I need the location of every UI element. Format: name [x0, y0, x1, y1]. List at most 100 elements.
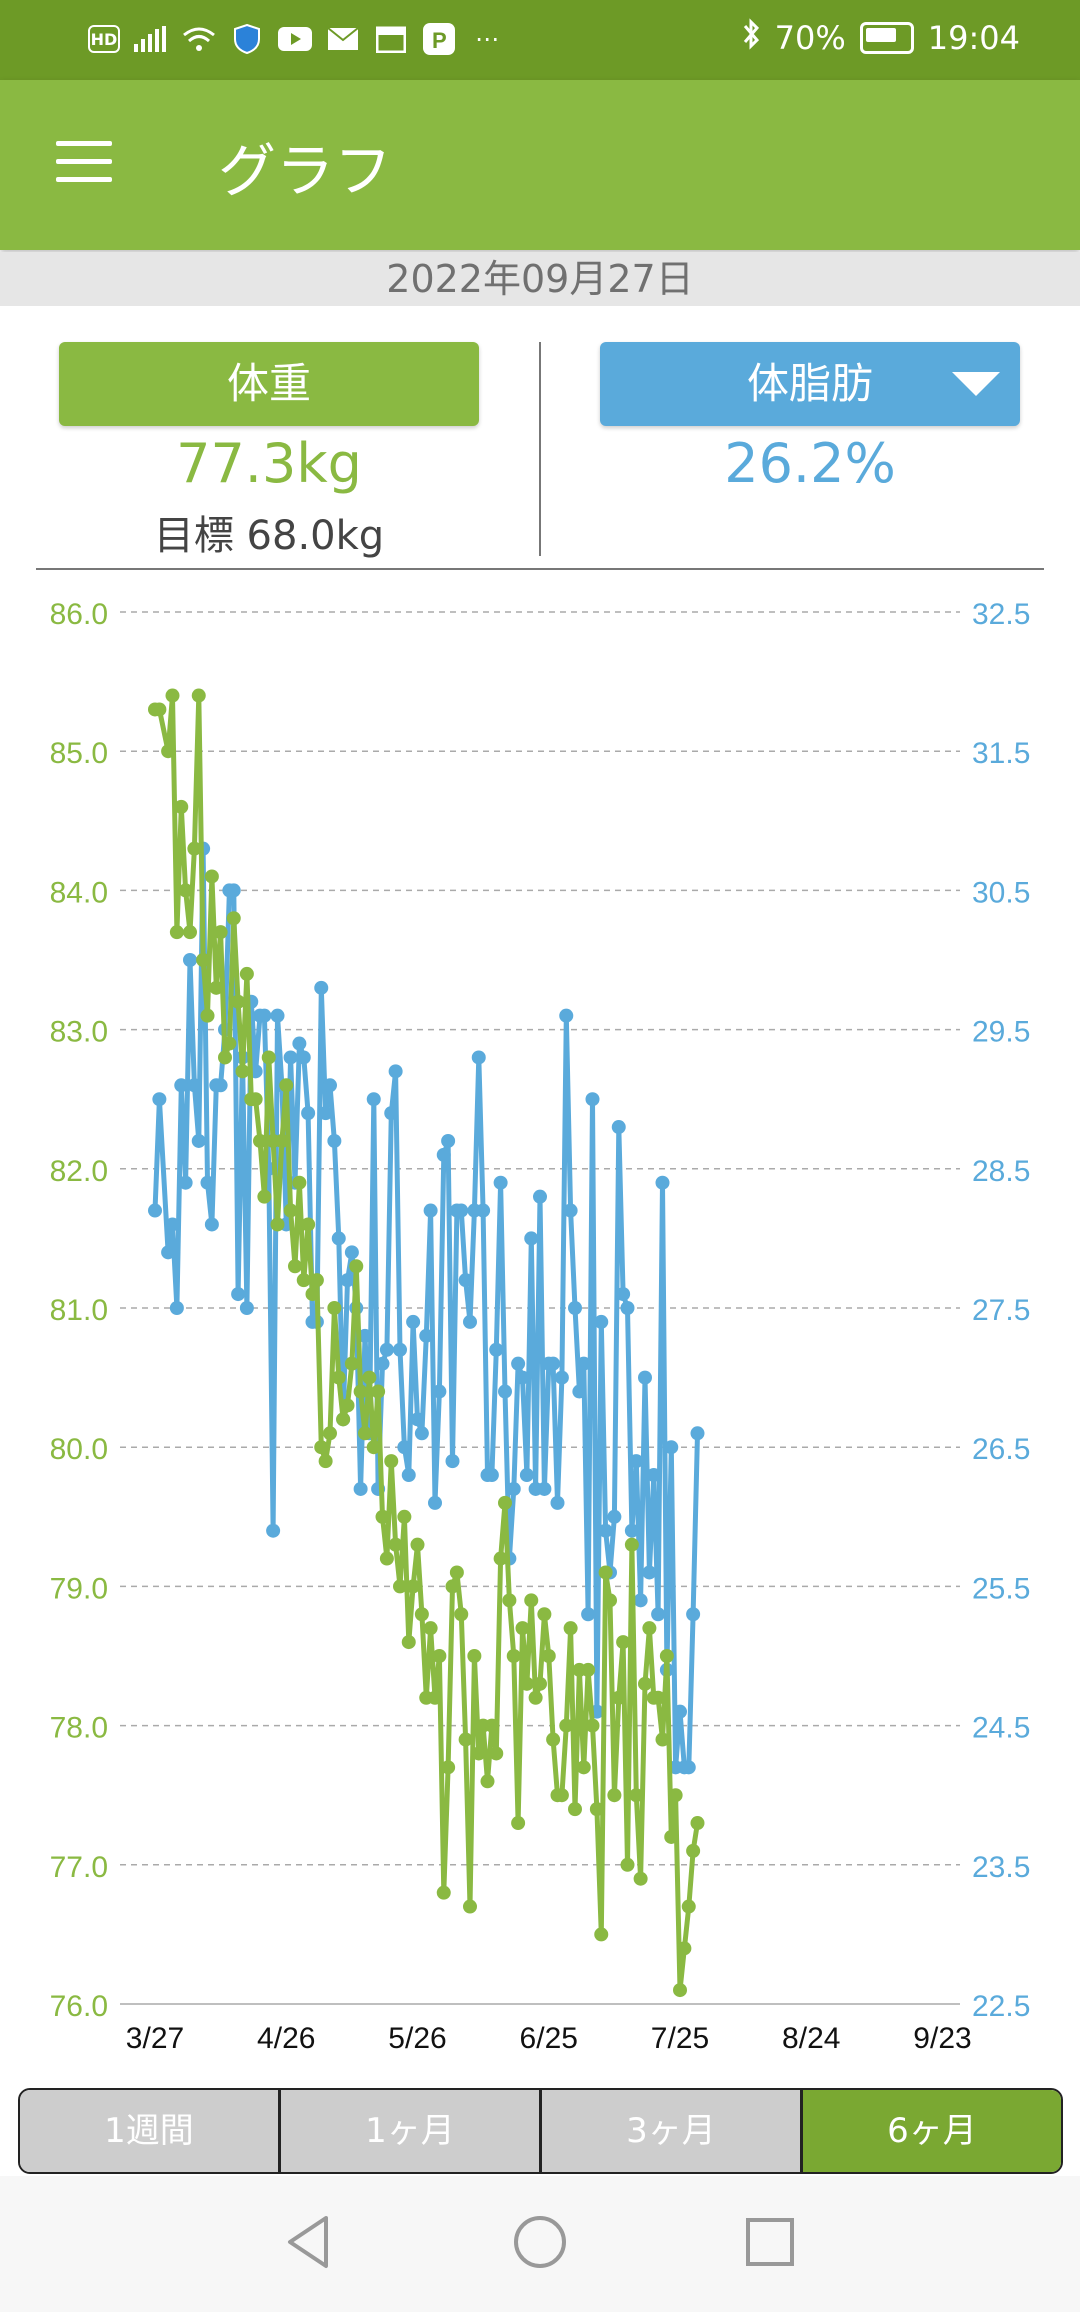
data-point [690, 1426, 705, 1441]
data-point [638, 1676, 652, 1691]
data-point [642, 1621, 657, 1636]
data-point [476, 1203, 491, 1218]
data-point [165, 1217, 180, 1232]
data-point [616, 1635, 631, 1650]
data-point [506, 1481, 521, 1496]
data-point [506, 1649, 521, 1663]
data-point [283, 1203, 298, 1218]
data-point [292, 1036, 307, 1051]
data-point [388, 1064, 403, 1079]
data-point [563, 1621, 578, 1636]
data-point [436, 1885, 451, 1900]
data-point [375, 1509, 390, 1524]
data-point [414, 1426, 429, 1441]
data-point [554, 1788, 569, 1803]
data-point [585, 1092, 600, 1107]
app-bar: グラフ [0, 80, 1080, 250]
data-point [218, 1050, 232, 1065]
data-point [646, 1468, 661, 1483]
data-point [200, 1175, 215, 1190]
data-point [379, 1551, 394, 1566]
data-point [585, 1718, 600, 1733]
data-point [673, 1983, 687, 1998]
data-point [191, 688, 206, 703]
tab-3-months[interactable]: 3ヶ月 [542, 2090, 803, 2172]
data-point [371, 1384, 386, 1399]
data-point [296, 1050, 311, 1065]
horizontal-divider [36, 568, 1044, 570]
data-point [441, 1760, 456, 1775]
weight-button[interactable]: 体重 [59, 342, 479, 426]
y-left-tick-label: 86.0 [50, 598, 108, 631]
data-point [655, 1732, 670, 1747]
recents-icon[interactable] [740, 2212, 800, 2272]
battery-icon [859, 22, 914, 54]
data-point [344, 1245, 359, 1260]
data-point [651, 1690, 666, 1705]
navigation-bar [0, 2176, 1080, 2312]
data-point [174, 799, 189, 814]
data-point [511, 1816, 526, 1831]
data-point [493, 1551, 508, 1566]
data-point [379, 1342, 394, 1357]
mail-icon [326, 22, 360, 56]
data-point [489, 1746, 504, 1761]
more-notifications-icon: ⋯ [475, 25, 499, 53]
data-point [559, 1718, 574, 1733]
date-label: 2022年09月27日 [0, 252, 1080, 306]
body-fat-dropdown[interactable]: 体脂肪 [600, 342, 1020, 426]
data-point [323, 1426, 337, 1441]
data-point [541, 1649, 556, 1663]
y-left-tick-label: 79.0 [50, 1572, 108, 1605]
data-point [659, 1649, 674, 1663]
home-icon[interactable] [510, 2212, 570, 2272]
data-point [484, 1718, 499, 1733]
data-point [423, 1621, 438, 1636]
data-point [213, 925, 228, 940]
data-point [436, 1147, 451, 1162]
data-point [161, 744, 176, 759]
data-point [454, 1607, 469, 1622]
data-point [589, 1802, 604, 1817]
weight-fat-chart: 86.0 32.5 85.0 31.5 84.0 30.5 83.0 29.5 82.0 28.5… [50, 598, 1031, 2055]
data-point [454, 1203, 469, 1218]
status-icons-right: 70% 19:04 [741, 18, 1020, 58]
data-point [384, 1454, 399, 1469]
y-left-tick-label: 80.0 [50, 1433, 108, 1466]
data-point [161, 1245, 176, 1260]
clock: 19:04 [927, 19, 1020, 57]
tab-1-week[interactable]: 1週間 [20, 2090, 281, 2172]
tab-1-month[interactable]: 1ヶ月 [281, 2090, 542, 2172]
data-point [406, 1579, 421, 1594]
data-point [620, 1857, 635, 1872]
back-icon[interactable] [280, 2212, 340, 2272]
data-point [318, 1106, 333, 1121]
tab-6-months[interactable]: 6ヶ月 [803, 2090, 1061, 2172]
y-left-tick-label: 77.0 [50, 1851, 108, 1884]
data-point [576, 1356, 591, 1371]
y-right-tick-label: 22.5 [972, 1990, 1030, 2023]
data-point [489, 1342, 504, 1357]
data-point [629, 1788, 644, 1803]
dropdown-arrow-icon [952, 372, 1000, 396]
data-point [633, 1871, 648, 1886]
data-point [292, 1175, 307, 1190]
data-point [406, 1314, 421, 1329]
data-point [305, 1287, 320, 1302]
data-point [445, 1579, 460, 1594]
data-point [296, 1273, 311, 1288]
data-point [463, 1314, 477, 1329]
data-point [414, 1607, 429, 1622]
data-point [668, 1788, 683, 1803]
data-point [690, 1816, 705, 1831]
data-point [148, 1203, 162, 1218]
menu-icon[interactable] [56, 141, 112, 183]
data-point [200, 1008, 215, 1023]
data-point [327, 1301, 342, 1315]
data-point [239, 966, 254, 981]
data-point [594, 1927, 609, 1942]
data-point [301, 1106, 316, 1121]
data-point [616, 1287, 631, 1302]
data-point [209, 980, 224, 995]
data-point [261, 1050, 276, 1065]
